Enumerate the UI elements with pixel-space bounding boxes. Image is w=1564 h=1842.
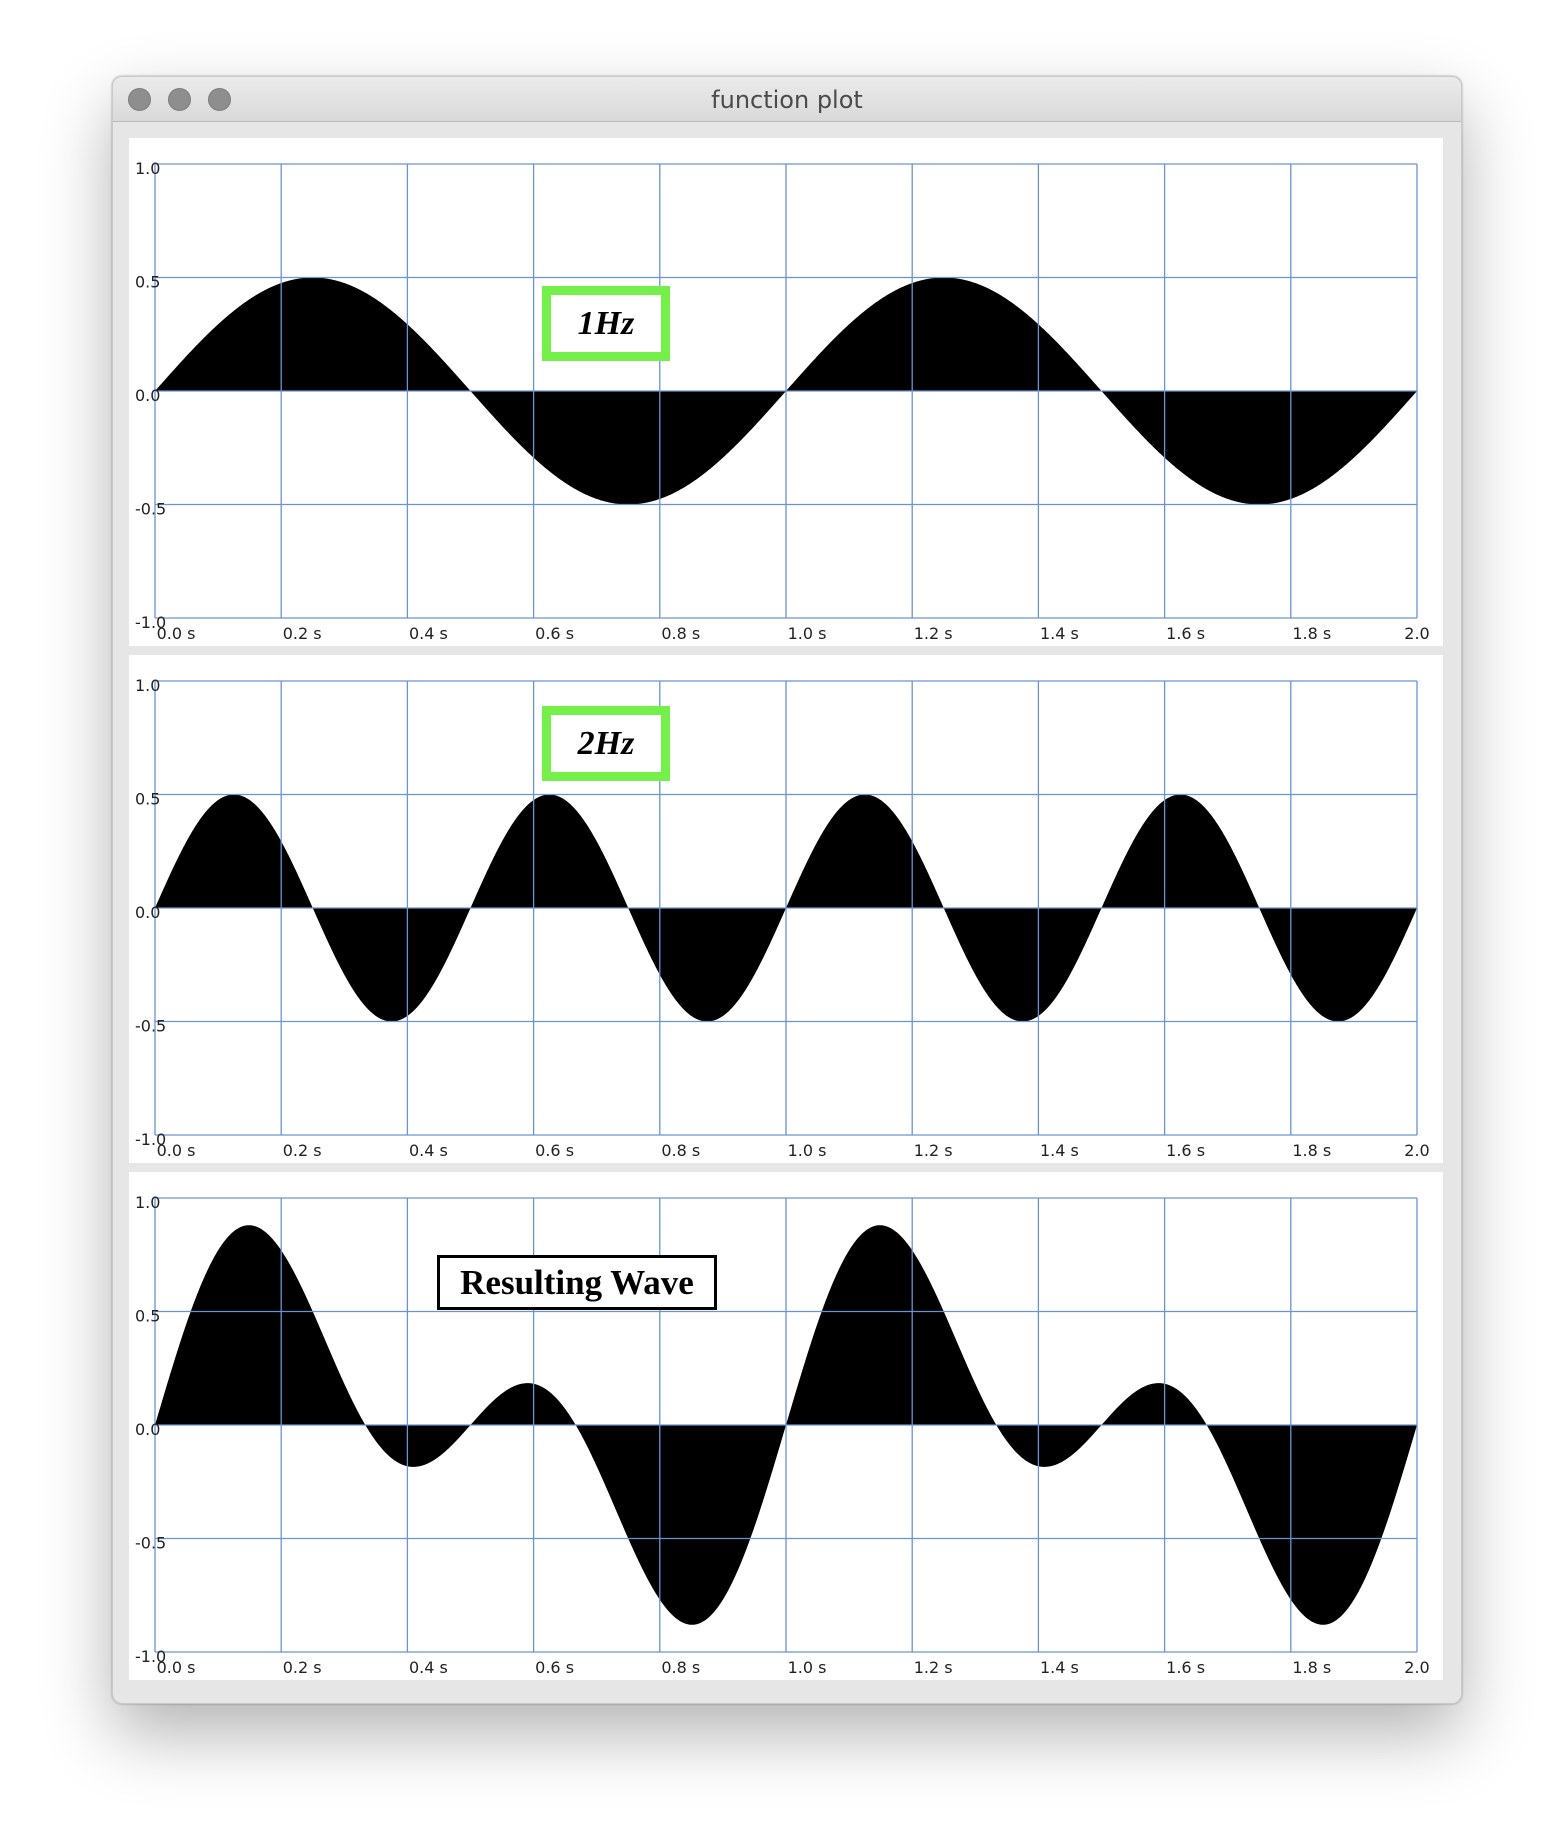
x-tick-label: 0.8 s (661, 624, 700, 643)
x-tick-label: 1.6 s (1166, 624, 1205, 643)
x-tick-label: 0.6 s (535, 1141, 574, 1160)
x-tick-label: 1.2 s (914, 624, 953, 643)
x-tick-label: 0.8 s (661, 1141, 700, 1160)
y-tick-label: 0.5 (135, 273, 160, 292)
x-tick-label: 0.6 s (535, 624, 574, 643)
x-tick-label: 1.4 s (1040, 1658, 1079, 1677)
title-bar[interactable]: function plot (113, 77, 1461, 122)
x-tick-label: 1.8 s (1292, 624, 1331, 643)
x-tick-label: 2.0 (1404, 624, 1429, 643)
x-tick-label: 0.2 s (283, 624, 322, 643)
y-tick-label: 0.0 (135, 1420, 160, 1439)
x-tick-label: 0.0 s (157, 624, 196, 643)
x-tick-label: 1.0 s (788, 624, 827, 643)
y-tick-label: -0.5 (135, 1017, 166, 1036)
x-tick-label: 1.4 s (1040, 1141, 1079, 1160)
x-tick-label: 1.2 s (914, 1141, 953, 1160)
x-tick-label: 0.8 s (661, 1658, 700, 1677)
label-1hz: 1Hz (542, 286, 670, 361)
plot-resulting-wave: 1.0 0.5 0.0 -0.5 -1.0 0.0 s 0.2 s 0.4 s 0.6 s 0.8… (129, 1172, 1443, 1680)
app-window: function plot 1.0 0.5 0.0 -0.5 -1.0 0.0 s 0.2 … (112, 76, 1462, 1704)
y-tick-label: 0.5 (135, 790, 160, 809)
x-tick-label: 0.2 s (283, 1658, 322, 1677)
x-tick-label: 0.6 s (535, 1658, 574, 1677)
x-tick-label: 0.0 s (157, 1141, 196, 1160)
plot-2hz: 1.0 0.5 0.0 -0.5 -1.0 0.0 s 0.2 s 0.4 s 0.6 s 0.8… (129, 655, 1443, 1163)
y-tick-label: 1.0 (135, 1193, 160, 1212)
x-tick-label: 1.8 s (1292, 1658, 1331, 1677)
x-tick-label: 1.6 s (1166, 1658, 1205, 1677)
x-tick-label: 0.4 s (409, 1658, 448, 1677)
x-tick-label: 0.4 s (409, 1141, 448, 1160)
x-tick-label: 0.4 s (409, 624, 448, 643)
x-tick-label: 1.0 s (788, 1141, 827, 1160)
x-tick-label: 1.6 s (1166, 1141, 1205, 1160)
y-tick-label: 0.0 (135, 903, 160, 922)
x-tick-label: 1.0 s (788, 1658, 827, 1677)
window-title: function plot (113, 86, 1461, 114)
y-tick-label: -0.5 (135, 1534, 166, 1553)
label-2hz: 2Hz (542, 706, 670, 781)
y-tick-label: 0.0 (135, 386, 160, 405)
plot-resulting-wave-chart: 1.00.50.0-0.5-1.00.0 s 0.2 s 0.4 s 0.6 s 0.8… (129, 1172, 1443, 1680)
y-tick-label: 1.0 (135, 676, 160, 695)
y-tick-label: -0.5 (135, 500, 166, 519)
x-tick-label: 0.0 s (157, 1658, 196, 1677)
plot-1hz-chart: 1.00.50.0-0.5-1.00.0 s 0.2 s 0.4 s 0.6 s 0.8… (129, 138, 1443, 646)
x-tick-label: 1.8 s (1292, 1141, 1331, 1160)
plot-1hz: 1.0 0.5 0.0 -0.5 -1.0 0.0 s 0.2 s 0.4 s 0.6 s 0.8… (129, 138, 1443, 646)
x-tick-label: 2.0 (1404, 1141, 1429, 1160)
y-tick-label: 1.0 (135, 159, 160, 178)
x-tick-label: 1.2 s (914, 1658, 953, 1677)
label-resulting-wave: Resulting Wave (437, 1255, 717, 1310)
x-tick-label: 0.2 s (283, 1141, 322, 1160)
x-tick-label: 2.0 (1404, 1658, 1429, 1677)
x-tick-label: 1.4 s (1040, 624, 1079, 643)
plot-2hz-chart: 1.00.50.0-0.5-1.00.0 s 0.2 s 0.4 s 0.6 s 0.8… (129, 655, 1443, 1163)
y-tick-label: 0.5 (135, 1307, 160, 1326)
